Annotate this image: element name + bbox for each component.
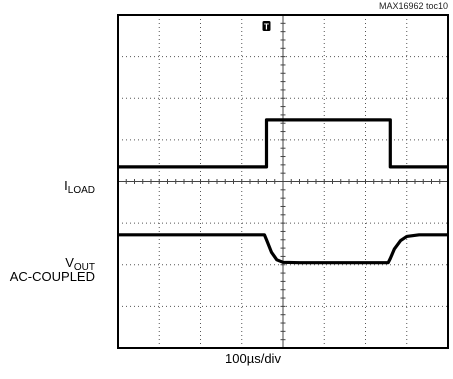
trace-vout [118,233,448,265]
vout-label-main: V [65,255,74,270]
iload-label-main: I [64,178,68,193]
trigger-marker-box [262,21,271,31]
trigger-marker-label: T [264,23,269,32]
trace-iload [118,118,448,169]
grid [117,14,449,349]
iload-label: ILOAD [64,178,95,196]
vout-label-sub: OUT [73,262,95,273]
figure-id: MAX16962 toc10 [378,1,448,11]
iload-label-sub: LOAD [67,185,95,196]
plot-frame [117,14,449,349]
x-axis-scale-label: 100µs/div [225,351,281,366]
vout-label-line2: AC-COUPLED [9,269,95,284]
trigger-marker: T [262,21,271,32]
vout-label: VOUT [65,255,95,273]
traces [118,118,448,265]
